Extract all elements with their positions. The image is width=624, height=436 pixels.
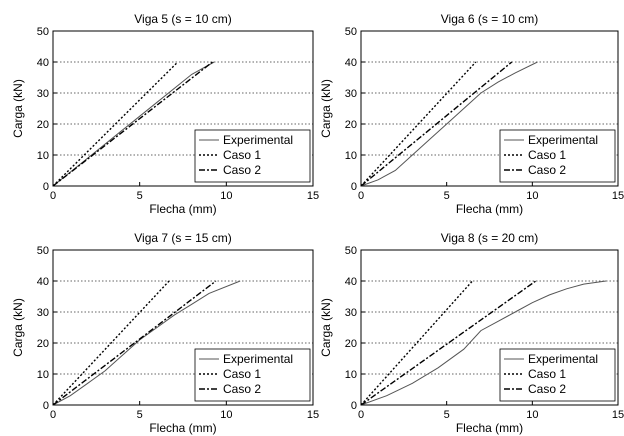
y-axis-label: Carga (kN) [319, 298, 333, 357]
y-tick-label: 40 [37, 57, 49, 69]
x-tick-label: 10 [220, 190, 232, 202]
series-line-caso-1 [360, 61, 477, 187]
plot-frame [360, 249, 619, 406]
legend-label: Experimental [528, 133, 598, 147]
legend-label: Caso 1 [223, 367, 261, 381]
x-tick-label: 15 [612, 409, 624, 421]
x-tick-label: 10 [526, 190, 538, 202]
x-tick-label: 0 [358, 409, 364, 421]
y-tick-label: 40 [345, 276, 357, 288]
legend-label: Caso 1 [528, 367, 566, 381]
chart-panel-1: 0 10 20 30 40 50 0 5 10 15 Viga 5 (s = 10 cm) Flech… [11, 12, 319, 216]
legend-label: Caso 2 [223, 163, 261, 177]
legend-label: Caso 2 [528, 163, 566, 177]
y-tick-label: 10 [345, 369, 357, 381]
legend-label: Experimental [528, 352, 598, 366]
x-tick-label: 5 [137, 190, 143, 202]
x-axis-label: Flecha (mm) [456, 421, 523, 435]
series-line-caso-1 [52, 61, 179, 187]
y-tick-label: 20 [37, 119, 49, 131]
x-tick-label: 15 [307, 190, 319, 202]
y-tick-label: 10 [37, 150, 49, 162]
x-axis-label: Flecha (mm) [456, 202, 523, 216]
y-tick-label: 30 [345, 88, 357, 100]
series-line-caso-2 [360, 61, 513, 187]
chart-title: Viga 8 (s = 20 cm) [441, 231, 539, 245]
series-line-experimental [52, 280, 241, 406]
plot-frame [52, 249, 314, 406]
legend-label: Caso 2 [223, 382, 261, 396]
y-tick-label: 20 [345, 119, 357, 131]
y-tick-label: 50 [37, 26, 49, 38]
y-tick-label: 50 [345, 26, 357, 38]
legend-box [499, 348, 616, 402]
y-axis-label: Carga (kN) [11, 298, 25, 357]
y-tick-label: 30 [37, 88, 49, 100]
legend-label: Caso 1 [223, 148, 261, 162]
x-tick-label: 15 [612, 190, 624, 202]
y-axis-label: Carga (kN) [11, 79, 25, 138]
chart-title: Viga 7 (s = 15 cm) [134, 231, 232, 245]
y-tick-label: 0 [43, 400, 49, 412]
y-tick-label: 0 [351, 400, 357, 412]
series-line-caso-2 [52, 61, 213, 187]
y-tick-label: 0 [43, 181, 49, 193]
series-line-experimental [360, 61, 538, 187]
y-tick-label: 40 [37, 276, 49, 288]
chart-title: Viga 5 (s = 10 cm) [134, 12, 232, 26]
legend-label: Experimental [223, 133, 293, 147]
y-tick-label: 50 [37, 245, 49, 257]
y-tick-label: 50 [345, 245, 357, 257]
y-tick-label: 40 [345, 57, 357, 69]
series-line-experimental [360, 280, 607, 406]
y-axis-label: Carga (kN) [319, 79, 333, 138]
x-tick-label: 0 [50, 190, 56, 202]
legend-label: Experimental [223, 352, 293, 366]
x-axis-label: Flecha (mm) [149, 421, 216, 435]
x-tick-label: 0 [358, 190, 364, 202]
y-tick-label: 20 [345, 338, 357, 350]
x-tick-label: 5 [444, 190, 450, 202]
legend-box [194, 348, 311, 402]
legend-box [194, 129, 311, 183]
y-tick-label: 0 [351, 181, 357, 193]
chart-panel-2: 0 10 20 30 40 50 0 5 10 15 Viga 6 (s = 10 cm) Flech… [319, 12, 624, 216]
series-line-caso-2 [52, 280, 217, 406]
plot-frame [360, 30, 619, 187]
x-tick-label: 10 [526, 409, 538, 421]
y-tick-label: 10 [345, 150, 357, 162]
x-tick-label: 15 [307, 409, 319, 421]
y-tick-label: 30 [37, 307, 49, 319]
x-tick-label: 5 [444, 409, 450, 421]
chart-panel-3: 0 10 20 30 40 50 0 5 10 15 Viga 7 (s = 15 cm) Flech… [11, 231, 319, 435]
x-tick-label: 10 [220, 409, 232, 421]
legend-box [499, 129, 616, 183]
x-axis-label: Flecha (mm) [149, 202, 216, 216]
y-tick-label: 10 [37, 369, 49, 381]
x-tick-label: 5 [137, 409, 143, 421]
legend-label: Caso 1 [528, 148, 566, 162]
plot-frame [52, 30, 314, 187]
series-line-caso-1 [52, 280, 170, 406]
y-tick-label: 20 [37, 338, 49, 350]
x-tick-label: 0 [50, 409, 56, 421]
chart-panel-4: 0 10 20 30 40 50 0 5 10 15 Viga 8 (s = 20 cm) Flech… [319, 231, 624, 435]
y-tick-label: 30 [345, 307, 357, 319]
legend-label: Caso 2 [528, 382, 566, 396]
chart-title: Viga 6 (s = 10 cm) [441, 12, 539, 26]
